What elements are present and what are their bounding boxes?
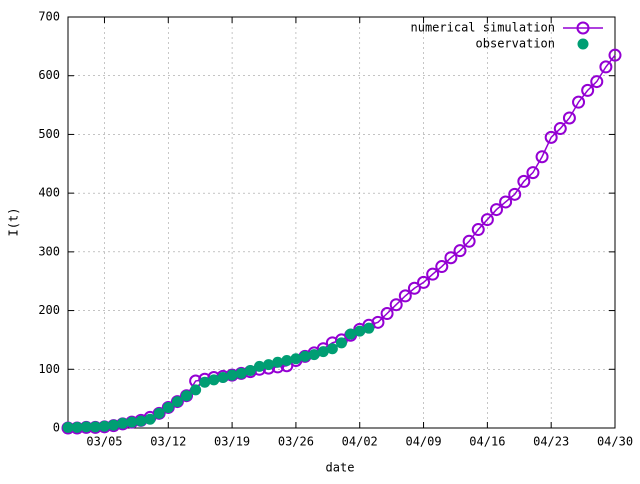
x-tick-label: 04/02 (342, 435, 378, 449)
data-point (544, 130, 558, 144)
data-point (263, 359, 275, 371)
data-point (317, 346, 329, 358)
y-tick-label: 500 (38, 127, 60, 141)
data-point (508, 187, 522, 201)
data-point (526, 166, 540, 180)
data-point (326, 343, 338, 355)
x-tick-label: 04/16 (469, 435, 505, 449)
data-point (462, 234, 476, 248)
data-point (272, 356, 284, 368)
x-tick-label: 04/09 (405, 435, 441, 449)
data-point (354, 325, 366, 337)
data-point (171, 396, 183, 408)
data-point (235, 367, 247, 379)
data-point (299, 350, 311, 362)
data-point (108, 419, 120, 431)
data-point (181, 390, 193, 402)
y-tick-label: 200 (38, 303, 60, 317)
data-point (444, 251, 458, 265)
data-point (435, 260, 449, 274)
data-point (499, 195, 513, 209)
data-point (89, 421, 101, 433)
x-tick-label: 03/26 (278, 435, 314, 449)
data-point (308, 349, 320, 361)
data-point (190, 384, 202, 396)
data-point (562, 111, 576, 125)
y-tick-label: 400 (38, 186, 60, 200)
y-tick-label: 600 (38, 68, 60, 82)
legend-label: numerical simulation (411, 21, 556, 35)
data-point (489, 203, 503, 217)
data-point (253, 360, 265, 372)
data-point (590, 75, 604, 89)
x-tick-label: 03/19 (214, 435, 250, 449)
data-point (226, 369, 238, 381)
data-point (471, 223, 485, 237)
data-point (71, 421, 83, 433)
data-point (426, 267, 440, 281)
data-point (581, 83, 595, 97)
data-point (290, 353, 302, 365)
data-point (417, 275, 431, 289)
data-point (345, 328, 357, 340)
data-point (162, 401, 174, 413)
data-point (608, 48, 622, 62)
data-point (371, 315, 385, 329)
data-point (244, 364, 256, 376)
data-point (453, 244, 467, 258)
data-point (98, 420, 110, 432)
data-point (572, 95, 586, 109)
data-point (153, 407, 165, 419)
data-point (480, 213, 494, 227)
data-point (117, 417, 129, 429)
data-point (380, 307, 394, 321)
y-tick-label: 700 (38, 10, 60, 24)
data-point (62, 421, 74, 433)
data-point (517, 174, 531, 188)
data-point (126, 416, 138, 428)
x-axis-label: date (326, 461, 355, 475)
data-point (553, 122, 567, 136)
data-point (599, 60, 613, 74)
legend-label: observation (476, 37, 555, 51)
y-tick-label: 300 (38, 244, 60, 258)
x-tick-label: 03/12 (150, 435, 186, 449)
data-point (389, 298, 403, 312)
data-point (336, 337, 347, 349)
y-tick-label: 0 (53, 421, 60, 435)
legend-marker (576, 21, 590, 35)
legend-marker (577, 38, 589, 50)
data-point (135, 415, 147, 427)
x-tick-label: 04/30 (597, 435, 633, 449)
series-line (68, 54, 616, 429)
x-tick-label: 03/05 (86, 435, 122, 449)
data-point (363, 322, 375, 334)
data-point (144, 413, 156, 425)
y-axis-label: I(t) (7, 208, 21, 237)
plot-border (67, 16, 616, 429)
data-point (535, 150, 549, 164)
data-point (80, 421, 92, 433)
data-point (199, 376, 211, 388)
data-point (217, 372, 229, 384)
y-tick-label: 100 (38, 362, 60, 376)
data-point (208, 374, 220, 386)
data-point (398, 289, 412, 303)
data-point (407, 281, 421, 295)
data-point (281, 354, 293, 366)
x-tick-label: 04/23 (533, 435, 569, 449)
